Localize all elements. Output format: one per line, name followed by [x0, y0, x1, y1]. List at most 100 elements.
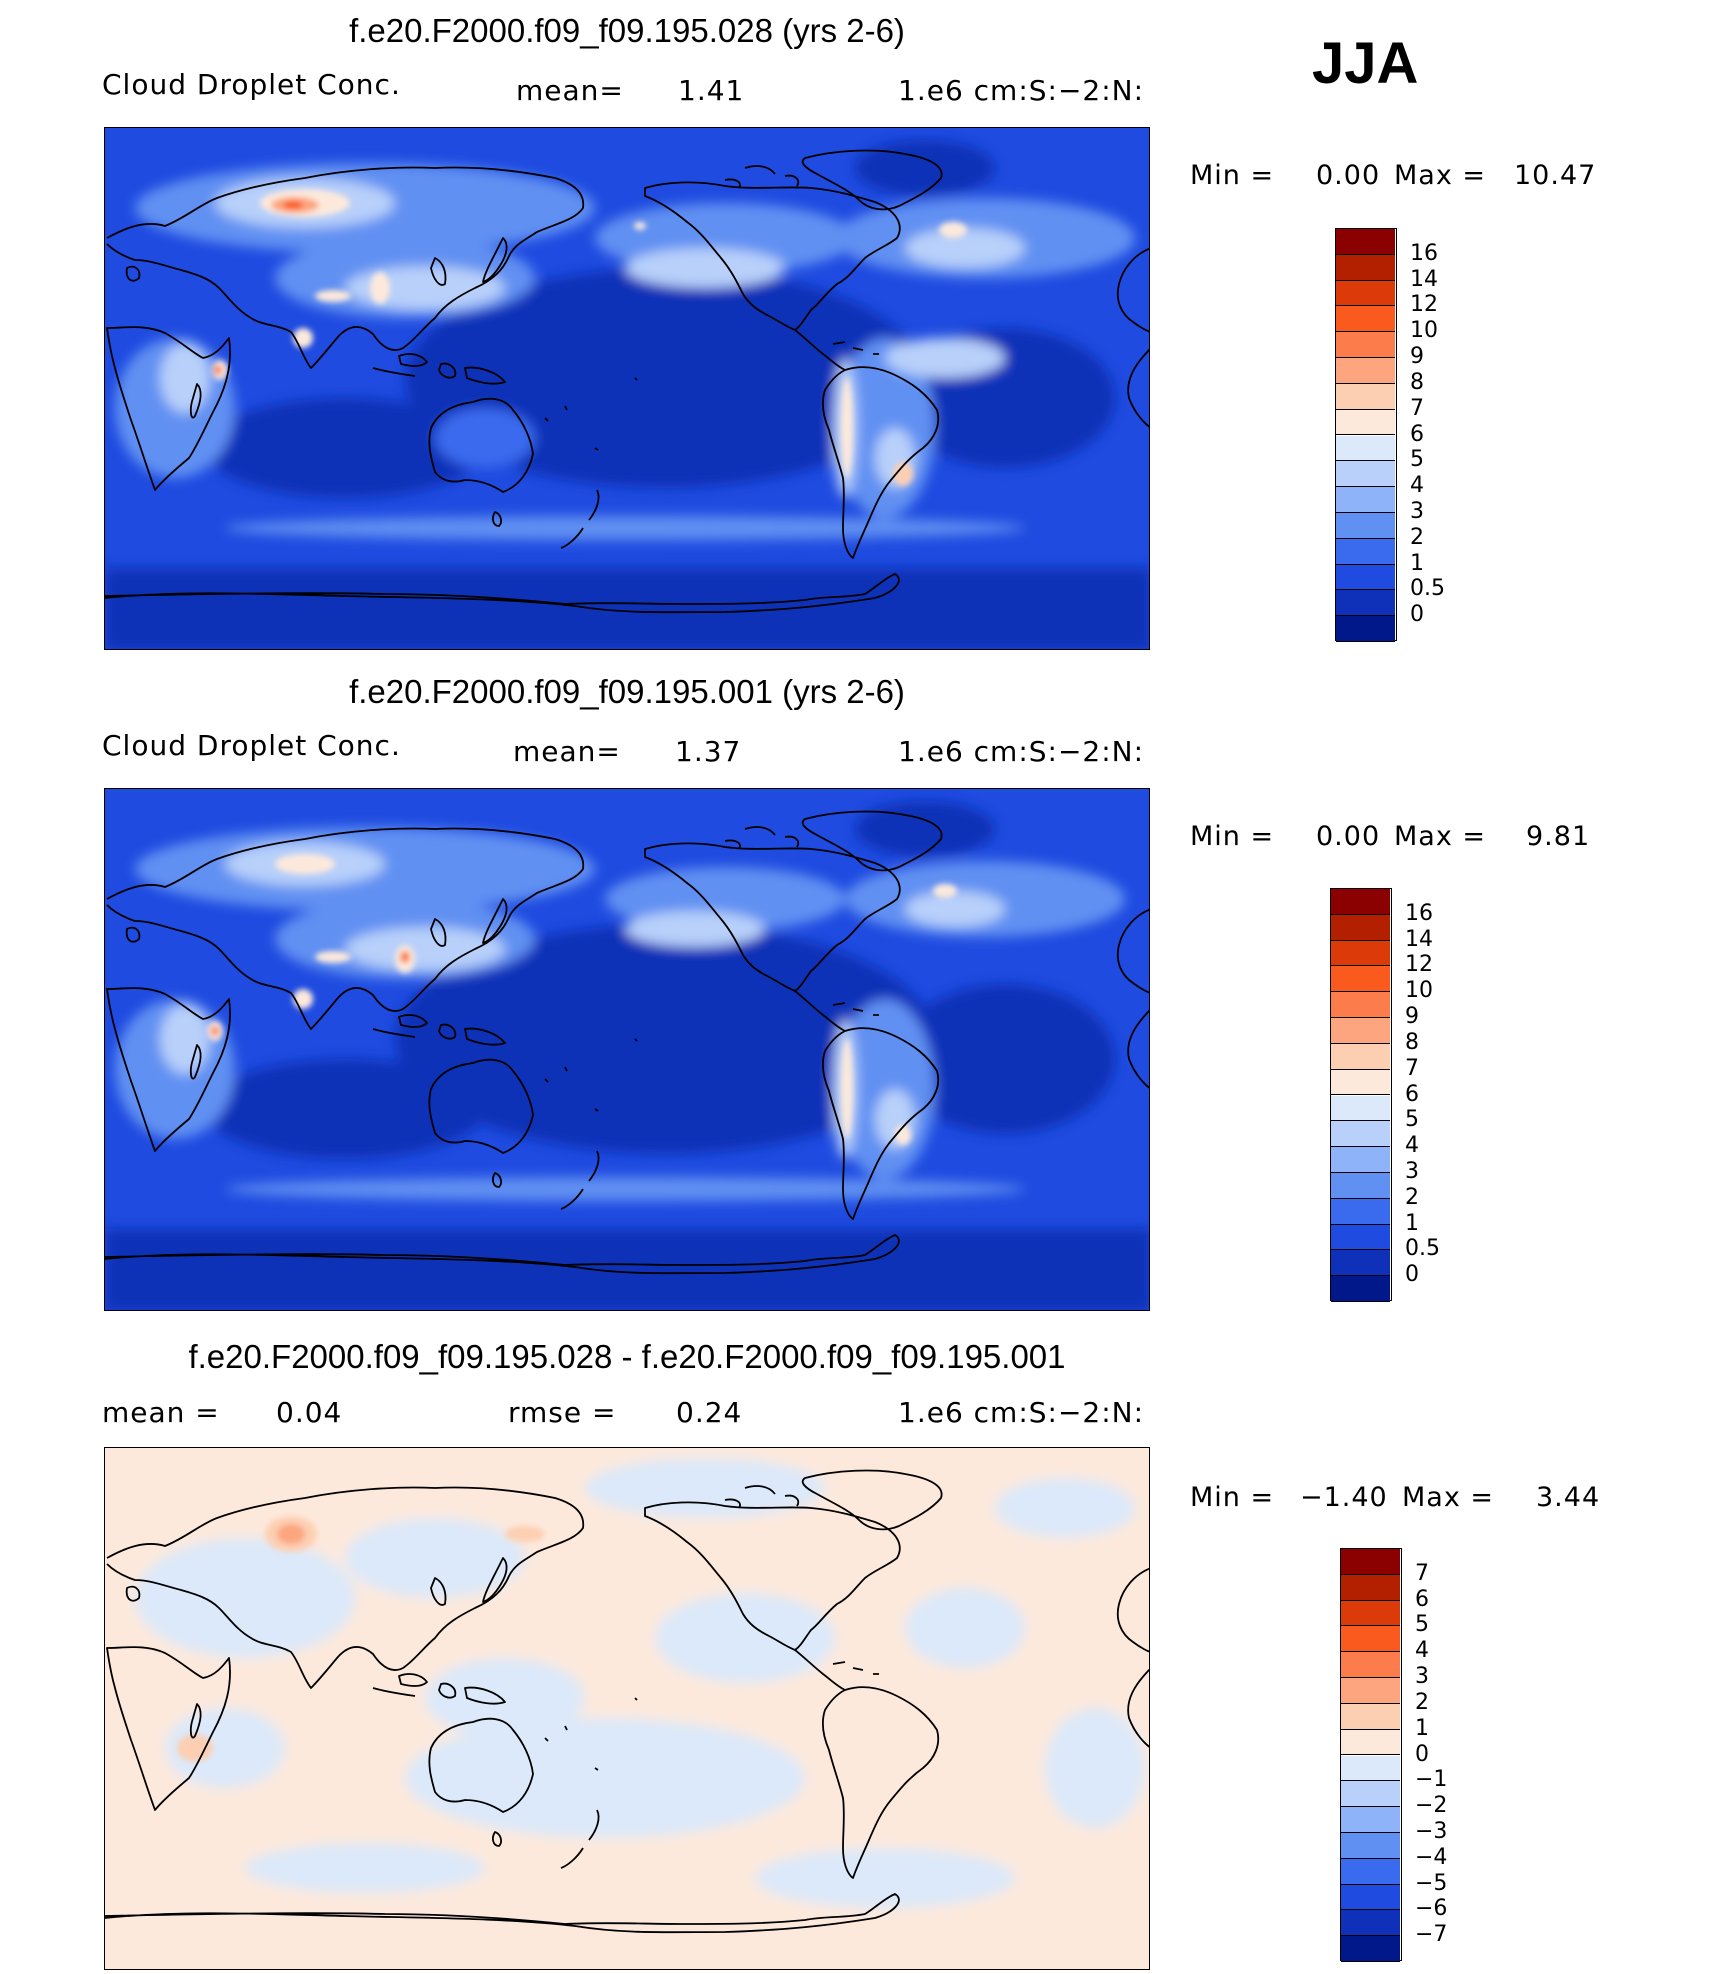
panel-1-title: f.e20.F2000.f09_f09.195.028 (yrs 2-6): [349, 12, 905, 49]
colorbar-box: [1331, 966, 1390, 993]
colorbar-box: [1331, 940, 1390, 967]
colorbar-box: [1336, 435, 1395, 462]
colorbar-box: [1336, 564, 1395, 591]
colorbar-tick-label: 3: [1405, 1158, 1419, 1184]
panel-3-units: 1.e6 cm:S:−2:N:: [898, 1396, 1145, 1429]
colorbar-box: [1331, 1121, 1390, 1148]
colorbar-box: [1336, 590, 1395, 617]
colorbar-box: [1341, 1600, 1400, 1627]
colorbar-tick-label: 14: [1410, 266, 1438, 292]
colorbar-box: [1336, 306, 1395, 333]
colorbar-box: [1331, 1147, 1390, 1173]
colorbar-tick-label: 10: [1405, 978, 1433, 1004]
colorbar-tick-label: 16: [1405, 900, 1433, 926]
colorbar-tick-label: 9: [1405, 1004, 1419, 1030]
panel-2-max-value: 9.81: [1526, 821, 1591, 852]
colorbar-tick-label: 4: [1415, 1638, 1429, 1664]
panel-1-max-label: Max =: [1394, 160, 1487, 191]
season-label: JJA: [1312, 31, 1419, 96]
colorbar-box: [1336, 254, 1395, 281]
colorbar-tick-label: 12: [1410, 292, 1438, 318]
colorbar-box: [1336, 280, 1395, 307]
colorbar-tick-label: 0: [1405, 1262, 1419, 1288]
colorbar-box: [1341, 1832, 1400, 1859]
colorbar-tick-label: 3: [1415, 1664, 1429, 1690]
colorbar-tick-label: 7: [1415, 1560, 1429, 1586]
colorbar-tick-label: 5: [1415, 1612, 1429, 1638]
panel-2-title: f.e20.F2000.f09_f09.195.001 (yrs 2-6): [349, 673, 905, 710]
colorbar-tick-label: 3: [1410, 498, 1424, 524]
colorbar-box: [1336, 616, 1395, 642]
colorbar-box: [1341, 1626, 1400, 1653]
colorbar-tick-label: 0: [1410, 602, 1424, 628]
colorbar-tick-label: 7: [1410, 395, 1424, 421]
colorbar-tick-label: −7: [1415, 1922, 1448, 1948]
colorbar-box: [1331, 1172, 1390, 1199]
colorbar-tick-label: −3: [1415, 1818, 1448, 1844]
colorbar-tick-label: −4: [1415, 1844, 1448, 1870]
colorbar-box: [1341, 1703, 1400, 1730]
colorbar-box: [1341, 1549, 1400, 1575]
colorbar-tick-label: 8: [1405, 1029, 1419, 1055]
panel-1-map: [104, 127, 1150, 650]
colorbar-tick-label: 1: [1415, 1715, 1429, 1741]
colorbar-box: [1331, 1095, 1390, 1122]
colorbar-box: [1331, 1018, 1390, 1044]
colorbar-tick-label: 5: [1405, 1107, 1419, 1133]
colorbar-box: [1336, 383, 1395, 410]
panel-2-units: 1.e6 cm:S:−2:N:: [898, 735, 1145, 768]
panel-3-mean-value: 0.04: [276, 1396, 343, 1429]
colorbar-box: [1341, 1652, 1400, 1679]
colorbar-tick-label: 16: [1410, 240, 1438, 266]
colorbar-tick-label: 6: [1415, 1586, 1429, 1612]
panel-2-variable-label: Cloud Droplet Conc.: [102, 729, 401, 762]
panel-1-min-label: Min =: [1190, 160, 1275, 191]
panel-1-map-svg: [105, 128, 1149, 649]
colorbar-tick-label: 0.5: [1405, 1236, 1440, 1262]
panel-3-colorbar-boxes: [1340, 1548, 1402, 1962]
panel-2-colorbar-boxes: [1330, 888, 1392, 1302]
panel-2-min-value: 0.00: [1316, 821, 1381, 852]
colorbar-tick-label: 0.5: [1410, 576, 1445, 602]
panel-3-rmse-label: rmse =: [508, 1396, 617, 1429]
colorbar-tick-label: 4: [1405, 1133, 1419, 1159]
panel-3-map-svg: [105, 1448, 1149, 1969]
panel-2-mean-value: 1.37: [675, 735, 742, 768]
colorbar-box: [1341, 1678, 1400, 1704]
colorbar-tick-label: 6: [1410, 421, 1424, 447]
colorbar-box: [1341, 1755, 1400, 1782]
colorbar-tick-label: −6: [1415, 1896, 1448, 1922]
panel-2-min-label: Min =: [1190, 821, 1275, 852]
colorbar-box: [1341, 1781, 1400, 1808]
colorbar-tick-label: 0: [1415, 1741, 1429, 1767]
colorbar-box: [1341, 1858, 1400, 1885]
panel-3-min-value: −1.40: [1300, 1482, 1388, 1513]
colorbar-box: [1341, 1936, 1400, 1962]
panel-1-mean-value: 1.41: [678, 74, 745, 107]
colorbar-tick-label: 9: [1410, 344, 1424, 370]
colorbar-box: [1331, 1069, 1390, 1096]
colorbar-tick-label: 2: [1410, 524, 1424, 550]
colorbar-tick-label: 8: [1410, 369, 1424, 395]
colorbar-box: [1336, 487, 1395, 513]
panel-2-map: [104, 788, 1150, 1311]
panel-1-units: 1.e6 cm:S:−2:N:: [898, 74, 1145, 107]
colorbar-tick-label: 6: [1405, 1081, 1419, 1107]
panel-1-mean-label: mean=: [516, 74, 624, 107]
colorbar-box: [1336, 538, 1395, 565]
colorbar-tick-label: 10: [1410, 318, 1438, 344]
colorbar-tick-label: 5: [1410, 447, 1424, 473]
colorbar-box: [1341, 1910, 1400, 1937]
colorbar-tick-label: 14: [1405, 926, 1433, 952]
colorbar-box: [1341, 1884, 1400, 1911]
panel-2-max-label: Max =: [1394, 821, 1487, 852]
colorbar-tick-label: 7: [1405, 1055, 1419, 1081]
colorbar-tick-label: 4: [1410, 473, 1424, 499]
colorbar-tick-label: −2: [1415, 1793, 1448, 1819]
panel-1-variable-label: Cloud Droplet Conc.: [102, 68, 401, 101]
panel-1-colorbar-boxes: [1335, 228, 1397, 642]
colorbar-box: [1341, 1574, 1400, 1601]
colorbar-box: [1331, 1250, 1390, 1277]
colorbar-box: [1336, 409, 1395, 436]
colorbar-box: [1336, 229, 1395, 255]
